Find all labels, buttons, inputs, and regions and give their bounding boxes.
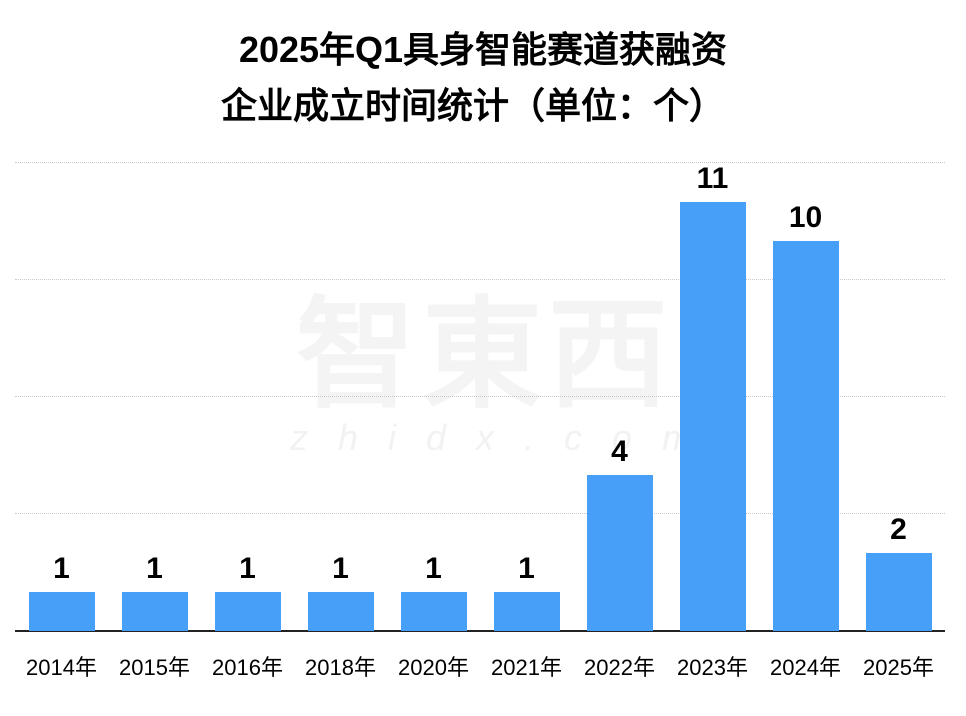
- bar: [307, 592, 374, 631]
- gridline: [15, 396, 945, 397]
- bar: [28, 592, 95, 631]
- bar: [214, 592, 281, 631]
- x-axis-tick-label: 2022年: [584, 655, 655, 680]
- x-axis-tick-label: 2018年: [305, 655, 376, 680]
- x-axis-tick-label: 2015年: [119, 655, 190, 680]
- bar-value-label: 10: [788, 201, 823, 234]
- bar: [586, 475, 653, 631]
- bar-value-label: 1: [239, 552, 256, 585]
- bar-value-label: 1: [146, 552, 163, 585]
- bar-value-label: 2: [890, 513, 907, 546]
- plot-area: 1 2014年 1 2015年 1 2016年 1 2018年 1 2020年 1 2021年 4 202…: [15, 0, 945, 716]
- gridline: [15, 279, 945, 280]
- bar: [865, 553, 932, 631]
- chart-title-line2: 企业成立时间统计（单位：个）: [220, 85, 725, 126]
- x-axis-tick-label: 2021年: [491, 655, 562, 680]
- bar-value-label: 4: [611, 435, 628, 468]
- bar-value-label: 11: [696, 162, 729, 195]
- gridline: [15, 162, 945, 163]
- bar: [493, 592, 560, 631]
- gridline: [15, 513, 945, 514]
- bar-value-label: 1: [425, 552, 442, 585]
- x-axis-tick-label: 2016年: [212, 655, 283, 680]
- bar: [772, 241, 839, 631]
- x-axis-tick-label: 2025年: [863, 655, 934, 680]
- x-axis-tick-label: 2020年: [398, 655, 469, 680]
- bar: [679, 202, 746, 631]
- bar: [400, 592, 467, 631]
- bar: [121, 592, 188, 631]
- x-axis-tick-label: 2023年: [677, 655, 748, 680]
- bar-value-label: 1: [332, 552, 349, 585]
- x-axis-tick-label: 2024年: [770, 655, 841, 680]
- x-axis-line: [15, 630, 945, 632]
- bar-value-label: 1: [53, 552, 70, 585]
- bar-value-label: 1: [518, 552, 535, 585]
- x-axis-tick-label: 2014年: [26, 655, 97, 680]
- chart-title-line1: 2025年Q1具身智能赛道获融资: [238, 29, 728, 70]
